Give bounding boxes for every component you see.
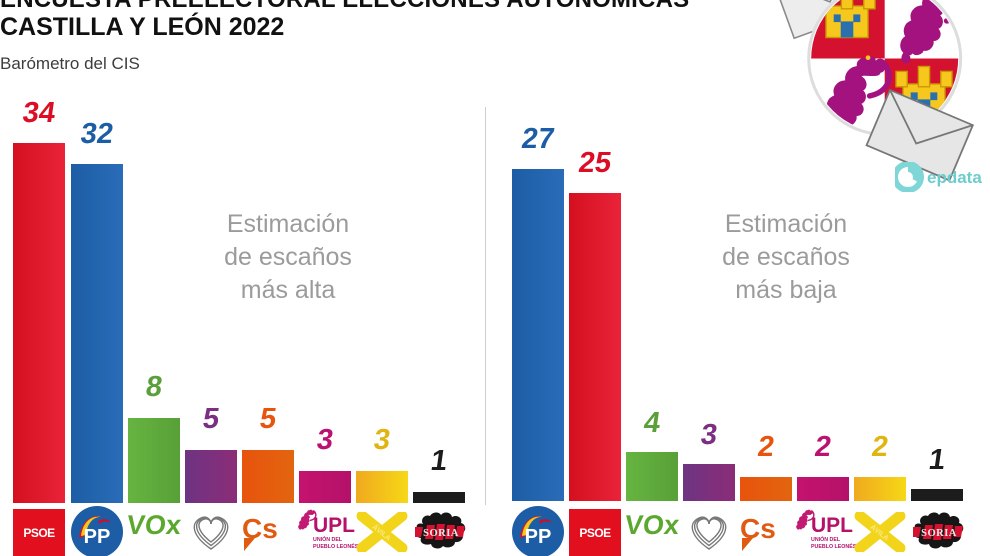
- svg-text:SORIA: SORIA: [921, 528, 957, 539]
